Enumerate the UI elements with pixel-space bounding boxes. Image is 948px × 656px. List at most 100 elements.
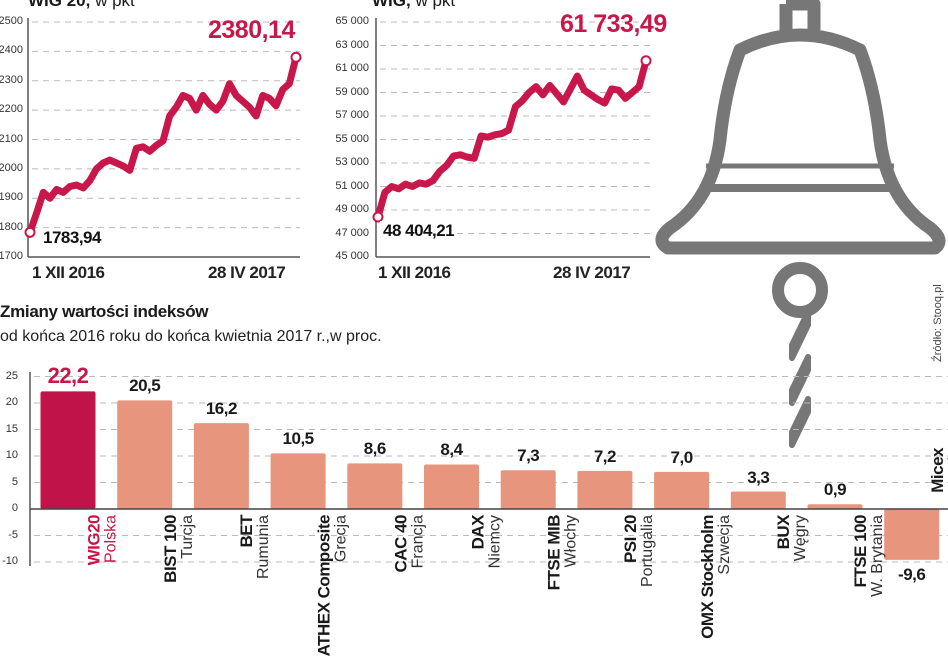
charts-canvas bbox=[24, 0, 948, 566]
wig-chart-title: WIG, w pkt bbox=[372, 0, 456, 10]
y-tick-label: 1700 bbox=[0, 250, 23, 262]
y-tick-label: 49 000 bbox=[335, 203, 369, 215]
country-name: Turcja bbox=[178, 515, 196, 559]
y-tick-label: 10 bbox=[5, 449, 18, 461]
wig-x-start-label: 1 XII 2016 bbox=[378, 263, 451, 282]
y-tick-label: 2300 bbox=[0, 73, 23, 86]
y-tick-label: 57 000 bbox=[335, 109, 369, 121]
index-name: BET bbox=[237, 515, 257, 548]
category-label: BIST 100 Turcja bbox=[161, 515, 196, 583]
category-label: DAX Niemcy bbox=[468, 515, 503, 569]
country-name: Polska bbox=[102, 515, 120, 564]
wig20-chart-title: WIG 20, w pkt bbox=[28, 0, 135, 10]
bar bbox=[654, 471, 710, 509]
y-tick-label: 45 000 bbox=[335, 250, 369, 262]
country-name: Francja bbox=[409, 515, 427, 569]
bar bbox=[424, 464, 479, 509]
bar-value-label: 8,6 bbox=[363, 439, 387, 459]
bar bbox=[577, 470, 633, 509]
bar bbox=[117, 400, 173, 509]
country-name: Węgry bbox=[792, 515, 810, 562]
y-tick-label: 0 bbox=[11, 502, 18, 514]
y-tick-label: 61 000 bbox=[335, 62, 369, 74]
bell-icon bbox=[655, 0, 946, 255]
bar bbox=[40, 391, 96, 509]
wig20-x-start-label: 1 XII 2016 bbox=[32, 263, 105, 282]
bar bbox=[884, 509, 940, 560]
y-tick-label: 2100 bbox=[0, 132, 23, 145]
y-tick-label: 5 bbox=[11, 475, 18, 488]
bar-value-label: 16,2 bbox=[205, 399, 238, 419]
bar-value-label: 10,5 bbox=[282, 429, 315, 449]
wig-x-end-label: 28 IV 2017 bbox=[553, 263, 631, 282]
start-point-marker bbox=[24, 226, 36, 238]
country-name: Niemcy bbox=[485, 515, 503, 569]
start-point-marker bbox=[372, 211, 384, 223]
wig20-x-end-label: 28 IV 2017 bbox=[208, 263, 286, 282]
index-name: FTSE 100 bbox=[850, 515, 870, 588]
index-name: Micex bbox=[927, 448, 947, 493]
bar bbox=[347, 463, 403, 509]
bar-value-label: 22,2 bbox=[47, 363, 89, 389]
wig20-end-value: 2380,14 bbox=[208, 16, 295, 44]
series-line bbox=[374, 57, 650, 221]
index-name: PSI 20 bbox=[620, 515, 640, 564]
bar-value-label: 0,9 bbox=[823, 480, 847, 500]
category-label: PSI 20 Portugalia bbox=[620, 515, 656, 588]
y-tick-label: 65 000 bbox=[335, 15, 369, 27]
index-name: BUX bbox=[774, 515, 794, 550]
bar bbox=[500, 470, 556, 509]
bar bbox=[193, 423, 249, 509]
category-label: BUX Węgry bbox=[774, 515, 810, 562]
y-tick-label: 25 bbox=[5, 369, 18, 382]
wig-start-value: 48 404,21 bbox=[380, 221, 458, 241]
index-name: WIG20 bbox=[84, 515, 104, 566]
y-tick-label: 63 000 bbox=[335, 38, 369, 51]
bar bbox=[270, 453, 326, 509]
country-name: Szwecja bbox=[715, 515, 733, 575]
bar bbox=[730, 491, 786, 509]
y-tick-label: 55 000 bbox=[335, 132, 369, 145]
y-tick-label: 1900 bbox=[0, 191, 23, 204]
y-tick-label: -5 bbox=[8, 528, 18, 541]
bar-value-label: 8,4 bbox=[440, 440, 463, 460]
bell-ring-icon bbox=[772, 262, 828, 318]
wig-end-value: 61 733,49 bbox=[560, 10, 667, 38]
y-tick-label: 2500 bbox=[0, 15, 23, 27]
y-tick-label: 51 000 bbox=[335, 179, 369, 192]
country-name: Grecja bbox=[332, 515, 350, 563]
bar-value-label: 3,3 bbox=[747, 467, 770, 487]
chain-icon bbox=[789, 309, 811, 448]
category-label: ATHEX Composite Grecja bbox=[314, 515, 350, 656]
country-name: Rumunia bbox=[255, 515, 273, 580]
bar bbox=[807, 504, 863, 509]
index-name: CAC 40 bbox=[391, 515, 411, 573]
source-note: Źródło: Stooq.pl bbox=[932, 284, 944, 362]
category-label: FTSE MIB Włochy bbox=[544, 515, 580, 591]
end-point-marker bbox=[290, 51, 302, 63]
country-name: Portugalia bbox=[638, 515, 656, 588]
index-name: FTSE MIB bbox=[544, 515, 564, 591]
series-line bbox=[26, 53, 300, 236]
bar-value-label: 20,5 bbox=[129, 376, 161, 396]
category-label: OMX Stockholm Szwecja bbox=[697, 515, 733, 639]
index-name: OMX Stockholm bbox=[697, 515, 717, 639]
bar-value-label: -9,6 bbox=[898, 564, 926, 584]
y-tick-label: 2000 bbox=[0, 161, 23, 174]
y-tick-label: 59 000 bbox=[335, 85, 369, 98]
country-name: Włochy bbox=[562, 515, 580, 568]
bar-chart-title: Zmiany wartości indeksów bbox=[0, 302, 209, 321]
y-tick-label: 15 bbox=[5, 422, 18, 435]
category-label: Micex Rosja bbox=[927, 448, 948, 493]
index-name: ATHEX Composite bbox=[314, 515, 334, 656]
y-tick-label: 2200 bbox=[0, 103, 23, 116]
y-tick-label: 53 000 bbox=[335, 156, 369, 168]
bar-value-label: 7,2 bbox=[593, 446, 617, 466]
y-tick-label: -10 bbox=[2, 555, 18, 567]
category-label: WIG20 Polska bbox=[84, 515, 120, 566]
bar-value-label: 7,0 bbox=[670, 447, 694, 467]
bar-value-label: 7,3 bbox=[517, 446, 540, 466]
y-tick-label: 47 000 bbox=[335, 226, 369, 239]
y-tick-label: 20 bbox=[5, 396, 18, 408]
y-tick-label: 1800 bbox=[0, 220, 23, 233]
